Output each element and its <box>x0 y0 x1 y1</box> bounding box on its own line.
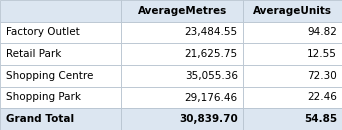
FancyBboxPatch shape <box>121 43 243 65</box>
Text: 12.55: 12.55 <box>307 49 337 59</box>
FancyBboxPatch shape <box>0 65 121 87</box>
FancyBboxPatch shape <box>0 108 121 130</box>
FancyBboxPatch shape <box>0 87 121 108</box>
Text: AverageUnits: AverageUnits <box>253 6 332 16</box>
Text: 29,176.46: 29,176.46 <box>185 93 238 102</box>
Text: AverageMetres: AverageMetres <box>137 6 227 16</box>
Text: Shopping Centre: Shopping Centre <box>6 71 93 81</box>
FancyBboxPatch shape <box>243 65 342 87</box>
FancyBboxPatch shape <box>243 87 342 108</box>
FancyBboxPatch shape <box>121 87 243 108</box>
Text: 94.82: 94.82 <box>307 28 337 37</box>
Text: 72.30: 72.30 <box>307 71 337 81</box>
FancyBboxPatch shape <box>0 0 121 22</box>
Text: 54.85: 54.85 <box>304 114 337 124</box>
FancyBboxPatch shape <box>0 43 121 65</box>
Text: Factory Outlet: Factory Outlet <box>6 28 80 37</box>
Text: 23,484.55: 23,484.55 <box>185 28 238 37</box>
FancyBboxPatch shape <box>243 0 342 22</box>
Text: Grand Total: Grand Total <box>6 114 74 124</box>
FancyBboxPatch shape <box>121 22 243 43</box>
FancyBboxPatch shape <box>121 65 243 87</box>
FancyBboxPatch shape <box>243 43 342 65</box>
Text: 35,055.36: 35,055.36 <box>185 71 238 81</box>
FancyBboxPatch shape <box>0 22 121 43</box>
Text: Retail Park: Retail Park <box>6 49 62 59</box>
FancyBboxPatch shape <box>121 108 243 130</box>
FancyBboxPatch shape <box>121 0 243 22</box>
Text: 21,625.75: 21,625.75 <box>185 49 238 59</box>
Text: 22.46: 22.46 <box>307 93 337 102</box>
FancyBboxPatch shape <box>243 108 342 130</box>
Text: 30,839.70: 30,839.70 <box>179 114 238 124</box>
FancyBboxPatch shape <box>243 22 342 43</box>
Text: Shopping Park: Shopping Park <box>6 93 81 102</box>
